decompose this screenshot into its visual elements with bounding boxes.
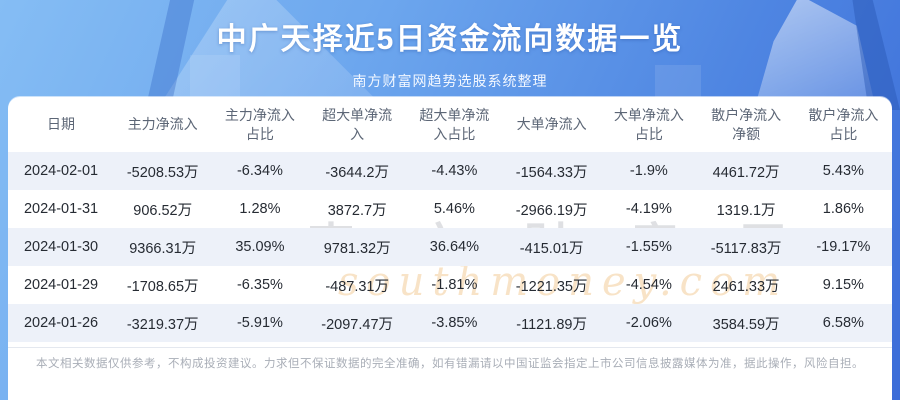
table-row: 2024-01-31 906.52万 1.28% 3872.7万 5.46% -2966.… <box>8 190 892 228</box>
value-cell: 4461.72万 <box>697 152 795 190</box>
value-cell: -1.9% <box>600 152 698 190</box>
column-header: 日期 <box>47 116 76 133</box>
value-cell: 6.58% <box>794 304 892 342</box>
column-header: 主力净流入占比 <box>224 106 295 142</box>
value-cell: 5.46% <box>433 201 475 217</box>
value-cell: 36.64% <box>405 228 504 266</box>
table-row: 2024-01-29 -1708.65万 -6.35% -487.31万 -1.81% -… <box>8 266 892 304</box>
value-cell: -5117.83万 <box>697 228 795 266</box>
value-cell: -2097.47万 <box>308 304 406 342</box>
value-cell: -5.91% <box>211 304 309 342</box>
value-cell: 1319.1万 <box>716 202 776 219</box>
value-cell: 5.43% <box>794 152 892 190</box>
value-cell: -1221.35万 <box>515 278 588 295</box>
value-cell: -4.19% <box>625 201 672 217</box>
value-cell: -4.43% <box>405 152 504 190</box>
date-cell: 2024-01-31 <box>23 201 99 217</box>
value-cell: -3219.37万 <box>114 304 212 342</box>
table-row: 2024-01-30 9366.31万 35.09% 9781.32万 36.64% -4… <box>8 228 892 266</box>
table-header: 日期 主力净流入 主力净流入占比 超大单净流入 超大单净流入占比 大单净流入 大单净流入占比… <box>8 97 892 152</box>
value-cell: -5208.53万 <box>114 152 212 190</box>
table-row: 2024-02-01 -5208.53万 -6.34% -3644.2万 -4.43% -… <box>8 152 892 190</box>
header: 中广天择近5日资金流向数据一览 南方财富网趋势选股系统整理 <box>0 0 900 91</box>
value-cell: -6.35% <box>236 277 283 293</box>
decorative-bar <box>190 55 240 100</box>
fund-flow-table: 日期 主力净流入 主力净流入占比 超大单净流入 超大单净流入占比 大单净流入 大单净流入占比… <box>8 97 892 342</box>
date-cell: 2024-01-30 <box>8 228 115 266</box>
value-cell: -1.81% <box>431 277 478 293</box>
column-header: 超大单净流入占比 <box>419 106 490 142</box>
value-cell: -2966.19万 <box>515 202 588 219</box>
column-header: 散户净流入净额 <box>711 106 782 142</box>
column-header: 大单净流入占比 <box>613 106 684 142</box>
value-cell: 9366.31万 <box>114 228 212 266</box>
page-title: 中广天择近5日资金流向数据一览 <box>216 23 684 56</box>
date-cell: 2024-02-01 <box>8 152 115 190</box>
header-row: 日期 主力净流入 主力净流入占比 超大单净流入 超大单净流入占比 大单净流入 大单净流入占比… <box>8 97 892 152</box>
date-cell: 2024-01-26 <box>8 304 115 342</box>
data-card: 南方财富网 southmoney.com 日期主力净流入主力净流入占比超大单净流… <box>8 97 892 400</box>
value-cell: -3.85% <box>405 304 504 342</box>
value-cell: 906.52万 <box>133 202 193 219</box>
value-cell: 9.15% <box>822 277 864 293</box>
column-header: 散户净流入占比 <box>808 106 879 142</box>
value-cell: -1708.65万 <box>126 278 199 295</box>
divider <box>8 347 892 348</box>
value-cell: 9781.32万 <box>308 228 406 266</box>
value-cell: -6.34% <box>211 152 309 190</box>
value-cell: 1.28% <box>239 201 281 217</box>
value-cell: 1.86% <box>822 201 864 217</box>
value-cell: -1564.33万 <box>503 152 601 190</box>
decorative-bar <box>655 65 701 100</box>
column-header: 主力净流入 <box>127 116 198 133</box>
value-cell: -2.06% <box>600 304 698 342</box>
table-row: 2024-01-26 -3219.37万 -5.91% -2097.47万 -3.85%… <box>8 304 892 342</box>
column-header: 超大单净流入 <box>322 106 393 142</box>
value-cell: -19.17% <box>794 228 892 266</box>
column-header: 大单净流入 <box>516 116 587 133</box>
value-cell: -415.01万 <box>503 228 601 266</box>
value-cell: -487.31万 <box>325 278 389 295</box>
table-body: 2024-02-01 -5208.53万 -6.34% -3644.2万 -4.43% -… <box>8 152 892 342</box>
page-subtitle: 南方财富网趋势选股系统整理 <box>352 73 548 89</box>
value-cell: 2461.33万 <box>712 278 780 295</box>
value-cell: 3584.59万 <box>697 304 795 342</box>
disclaimer-text: 本文相关数据仅供参考，不构成投资建议。力求但不保证数据的完全准确，如有错漏请以中… <box>36 358 864 370</box>
value-cell: 35.09% <box>211 228 309 266</box>
date-cell: 2024-01-29 <box>23 277 99 293</box>
value-cell: -3644.2万 <box>308 152 406 190</box>
value-cell: -1.55% <box>600 228 698 266</box>
value-cell: -4.54% <box>625 277 672 293</box>
value-cell: -1121.89万 <box>503 304 601 342</box>
value-cell: 3872.7万 <box>327 202 387 219</box>
